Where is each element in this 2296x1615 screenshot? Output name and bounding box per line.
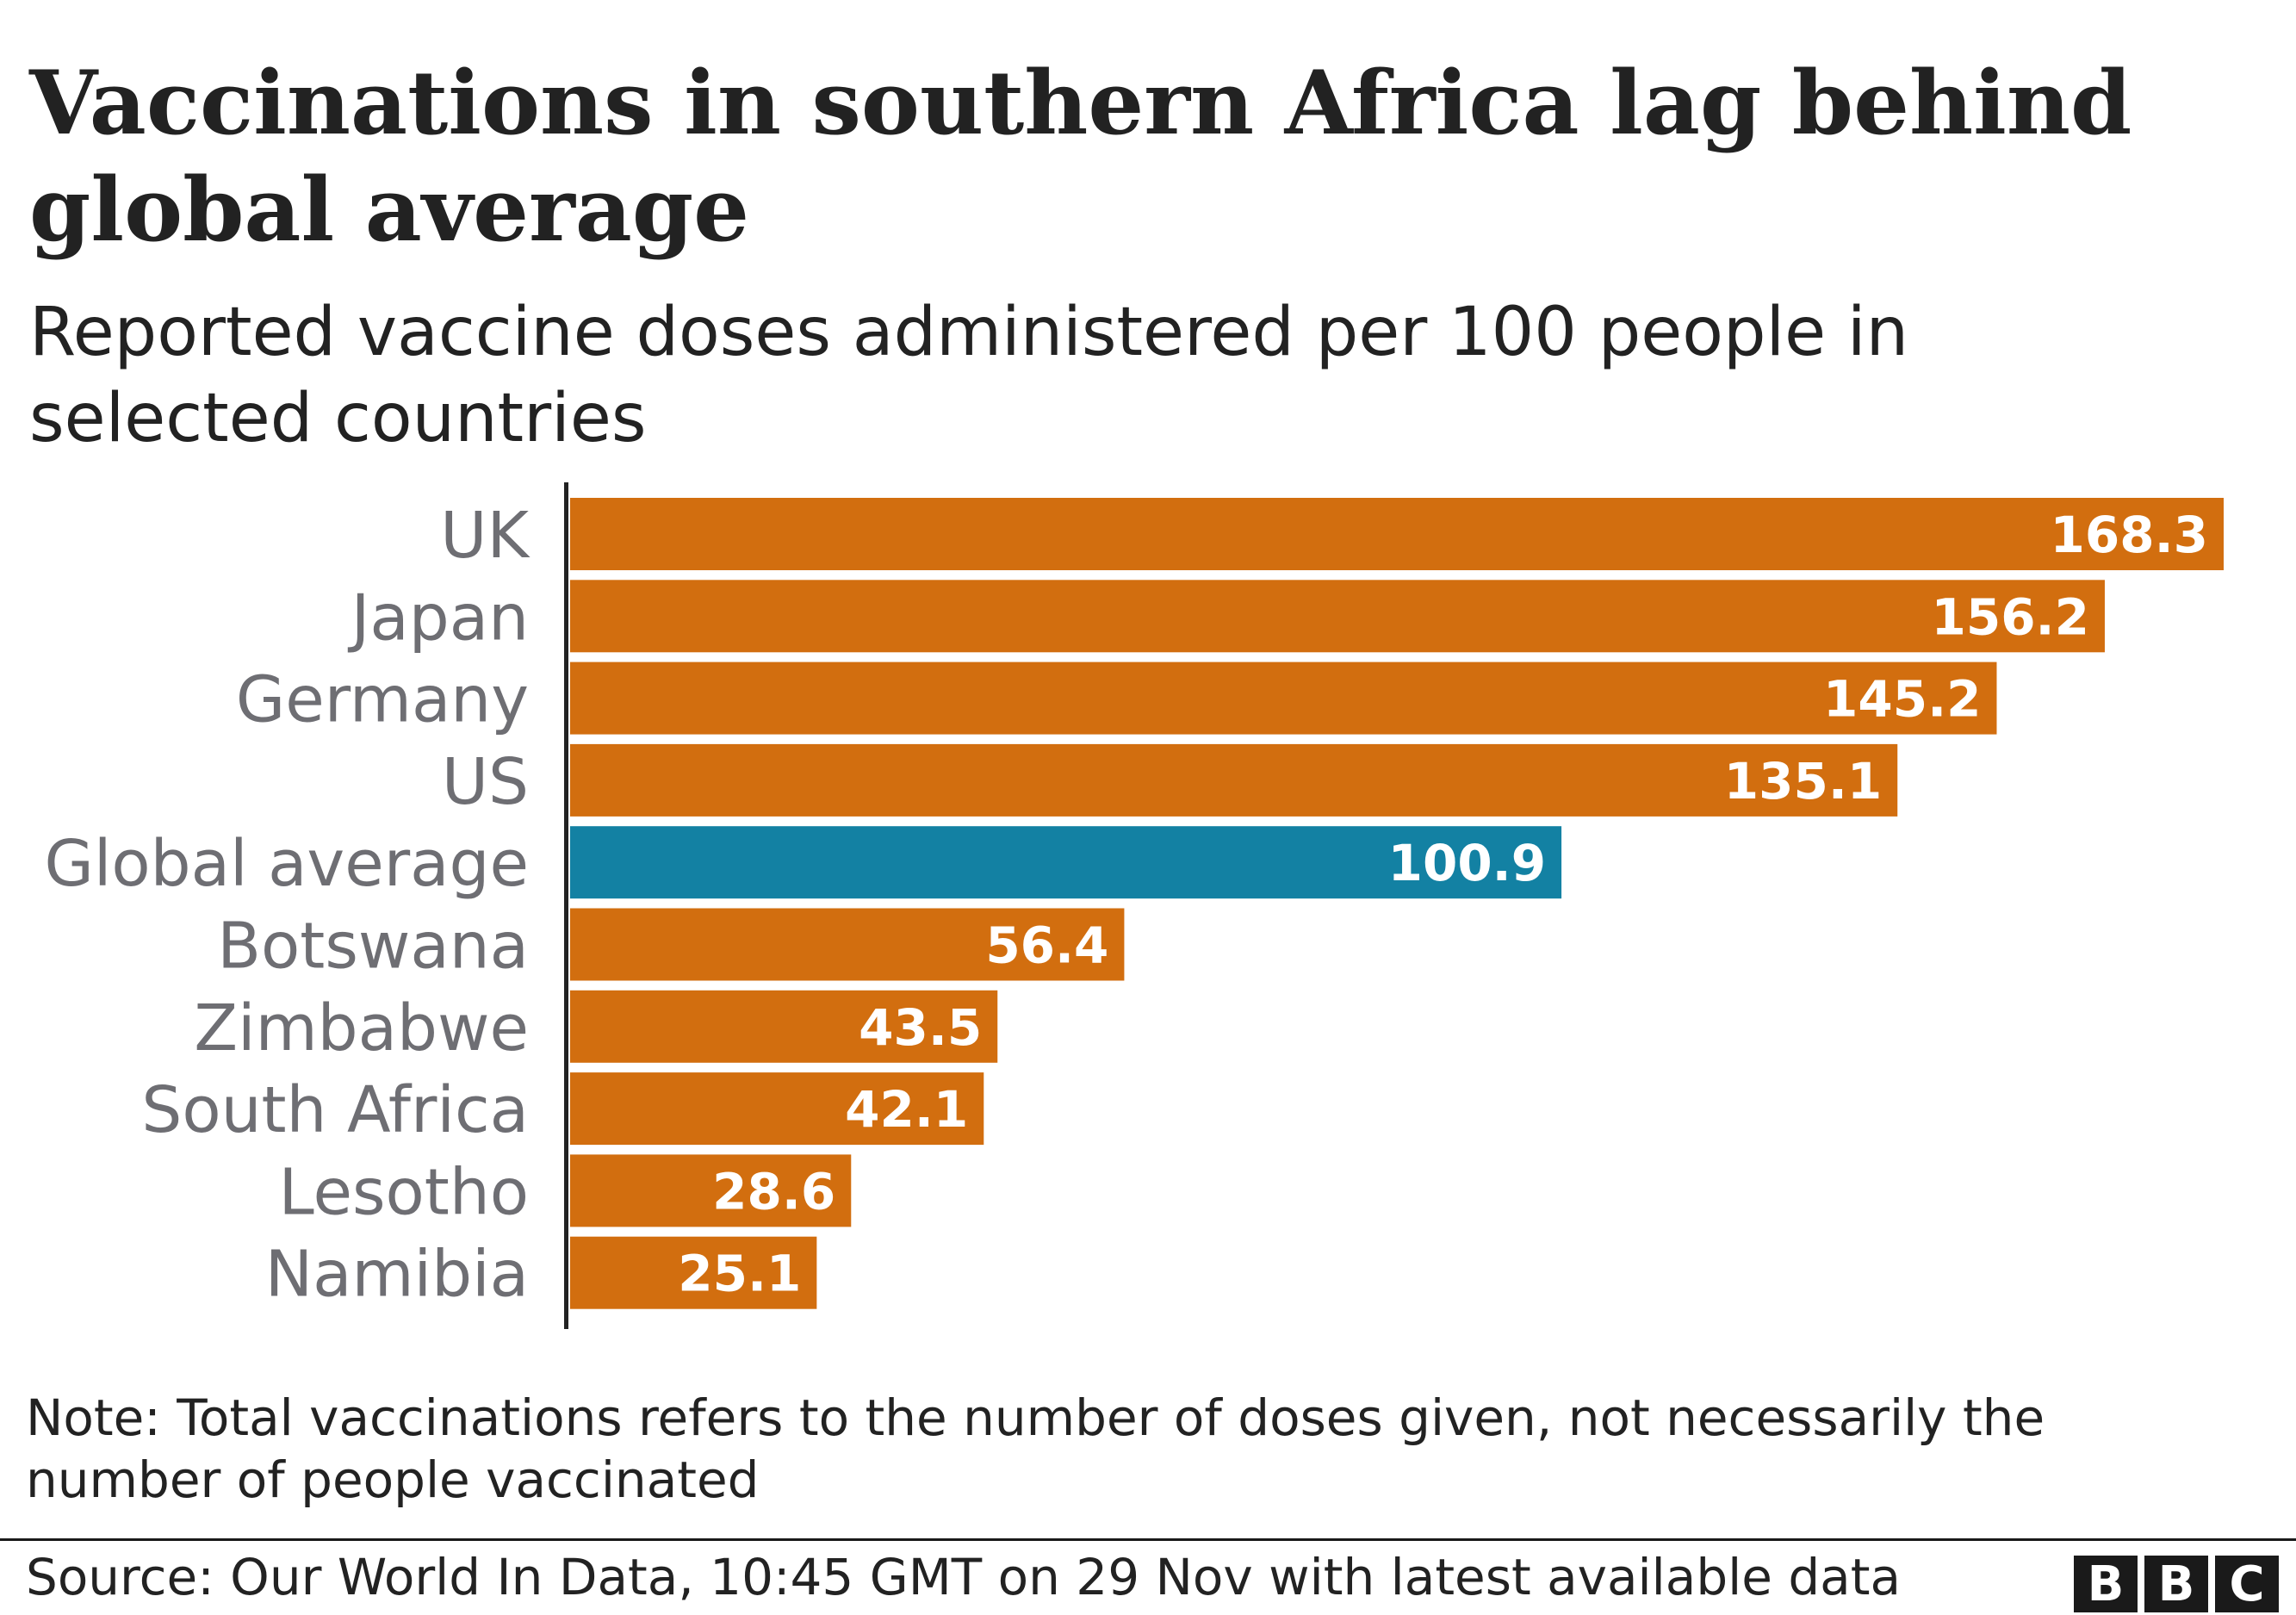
bar [570,498,2224,570]
footer-divider [0,1538,2296,1541]
category-label: Japan [348,581,529,655]
data-label: 56.4 [985,916,1108,975]
bar [570,743,1898,817]
bar [570,990,998,1063]
category-label: US [442,745,529,819]
bbc-logo-letter: C [2215,1556,2279,1612]
data-label: 43.5 [859,998,982,1057]
bar [570,580,2105,653]
data-label: 145.2 [1823,670,1981,729]
chart-subtitle: Reported vaccine doses administered per … [29,294,1909,457]
bar [570,662,1997,735]
category-label: Zimbabwe [194,991,529,1065]
data-label: 100.9 [1388,834,1546,892]
category-label: Germany [236,663,529,737]
data-label: 42.1 [845,1080,968,1139]
bar [570,1072,984,1146]
bar-chart: UK 168.3 Japan 156.2 Germany 145.2 US 135.1 Glob… [44,482,2224,1329]
chart-note: Note: Total vaccinations refers to the n… [26,1388,2045,1509]
data-label: 135.1 [1724,752,1882,811]
category-label: Botswana [217,910,529,984]
source-text: Source: Our World In Data, 10:45 GMT on … [26,1548,1902,1606]
bar [570,908,1125,981]
bbc-logo-letter: B [2074,1556,2138,1612]
data-label: 168.3 [2051,506,2208,564]
data-label: 28.6 [712,1162,835,1221]
bar [570,1236,817,1309]
category-label: South Africa [141,1073,529,1147]
y-axis-line [564,482,568,1329]
bbc-logo-letter: B [2144,1556,2208,1612]
chart-title: Vaccinations in southern Africa lag behi… [29,52,2132,262]
data-label: 25.1 [678,1245,801,1303]
bar [570,1154,852,1227]
category-label: Lesotho [279,1155,529,1229]
category-label: Global average [44,827,529,901]
bar-highlight [570,826,1562,899]
category-label: Namibia [265,1238,529,1312]
bbc-logo: B B C [2074,1556,2279,1612]
data-label: 156.2 [1931,587,2088,646]
category-label: UK [440,499,531,573]
